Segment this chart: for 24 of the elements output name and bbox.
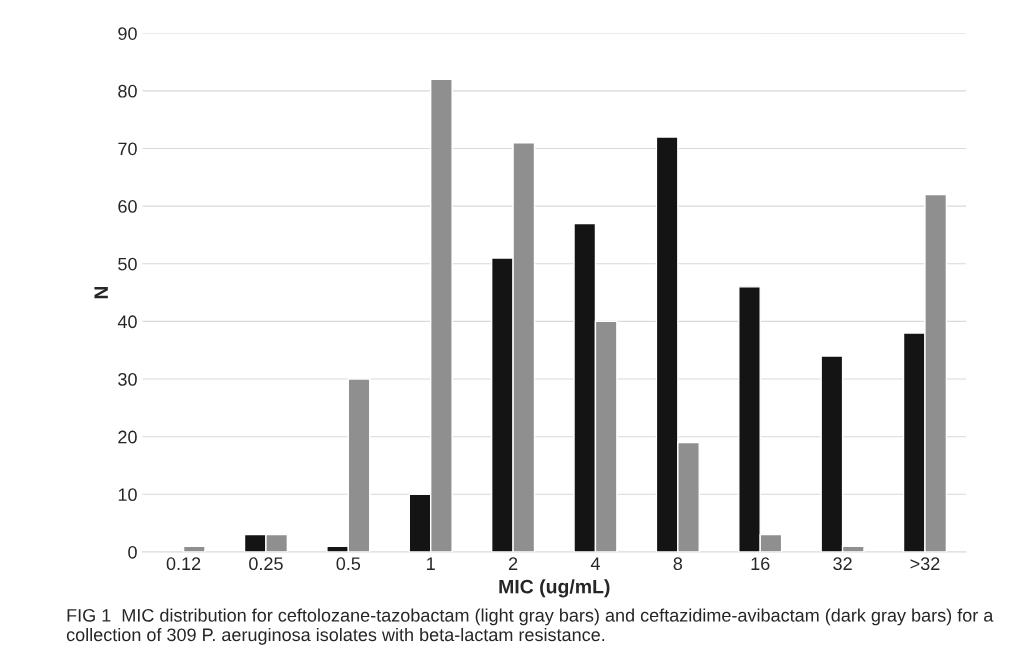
x-tick-label: 16	[751, 557, 770, 571]
x-tick-label: 4	[590, 557, 600, 570]
y-tick-label: 10	[118, 488, 137, 502]
bar	[182, 545, 206, 552]
x-tick-label: 0.12	[166, 557, 201, 571]
y-tick-label: 50	[118, 257, 137, 271]
caption: FIG 1 MIC distribution for ceftolozane-tazobactam (light gray bars) and ceftazidime-avibactam (dark gray bars) for a collection of 309 P. aeruginosa isolates with beta-lactam resistance.	[66, 608, 994, 645]
x-tick-label: >32	[910, 557, 940, 571]
y-tick-label: 90	[118, 27, 137, 40]
y-tick-label: 0	[128, 545, 137, 559]
x-tick-label: 32	[833, 557, 852, 571]
x-tick-label: 2	[508, 557, 518, 570]
y-tick-label: 60	[118, 200, 137, 213]
y-tick-label: 70	[118, 142, 137, 156]
y-tick-label: 30	[118, 372, 137, 386]
y-tick-label: 40	[117, 315, 137, 329]
x-tick-label: 0.5	[336, 557, 361, 571]
x-tick-label: 1	[427, 557, 435, 570]
y-tick-label: 80	[118, 84, 137, 98]
y-axis-title: N	[94, 286, 108, 299]
x-axis-title: MIC (ug/mL)	[499, 579, 610, 598]
x-tick-label: 8	[673, 557, 683, 571]
y-tick-label: 20	[118, 430, 137, 444]
x-tick-label: 0.25	[249, 557, 283, 571]
